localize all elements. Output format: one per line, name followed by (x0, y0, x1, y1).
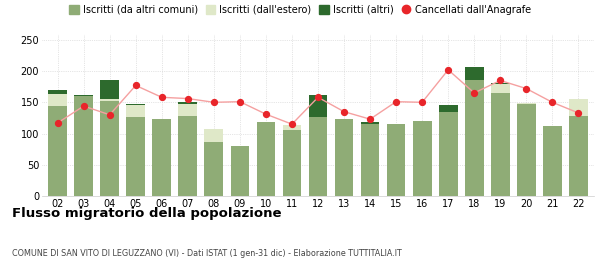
Bar (387, 124, 406, 196)
Point (496, 78, 505, 83)
Bar (465, 80, 484, 196)
Point (287, 122, 297, 126)
Bar (465, 67, 484, 80)
Point (521, 86, 531, 91)
Bar (127, 117, 145, 196)
Point (157, 95, 167, 100)
Point (105, 113, 115, 117)
Point (131, 83, 140, 88)
Bar (74, 95, 93, 96)
Point (469, 91, 479, 95)
Bar (413, 121, 431, 196)
Point (209, 100, 218, 104)
Bar (178, 104, 197, 116)
Bar (439, 112, 458, 196)
Bar (48, 94, 67, 106)
Point (313, 95, 323, 100)
Bar (127, 106, 145, 117)
Bar (361, 122, 379, 123)
Point (339, 109, 349, 114)
Bar (491, 83, 509, 84)
Bar (491, 84, 509, 93)
Bar (257, 122, 275, 196)
Point (365, 117, 375, 122)
Point (53, 121, 62, 125)
Bar (100, 99, 119, 101)
Bar (569, 99, 588, 116)
Bar (569, 116, 588, 196)
Bar (491, 93, 509, 196)
Point (574, 111, 583, 115)
Bar (230, 146, 249, 196)
Bar (517, 103, 536, 104)
Bar (48, 106, 67, 196)
Bar (283, 130, 301, 196)
Point (443, 67, 453, 72)
Bar (308, 95, 328, 117)
Bar (178, 116, 197, 196)
Bar (517, 104, 536, 196)
Bar (100, 101, 119, 196)
Bar (127, 104, 145, 106)
Bar (74, 96, 93, 196)
Bar (205, 142, 223, 196)
Point (183, 96, 193, 101)
Point (391, 99, 401, 104)
Bar (543, 126, 562, 196)
Bar (152, 118, 171, 196)
Bar (48, 90, 67, 94)
Point (79, 104, 88, 108)
Bar (205, 129, 223, 142)
Bar (335, 118, 353, 196)
Point (235, 99, 245, 104)
Bar (439, 106, 458, 112)
Text: COMUNE DI SAN VITO DI LEGUZZANO (VI) - Dati ISTAT (1 gen-31 dic) - Elaborazione : COMUNE DI SAN VITO DI LEGUZZANO (VI) - D… (12, 249, 402, 258)
Bar (178, 102, 197, 104)
Point (261, 112, 271, 116)
Bar (100, 80, 119, 99)
Point (418, 100, 427, 104)
Bar (361, 123, 379, 196)
Point (548, 100, 557, 104)
Text: Flusso migratorio della popolazione: Flusso migratorio della popolazione (12, 207, 281, 220)
Bar (283, 125, 301, 130)
Bar (308, 117, 328, 196)
Legend: Iscritti (da altri comuni), Iscritti (dall'estero), Iscritti (altri), Cancellati: Iscritti (da altri comuni), Iscritti (da… (69, 5, 531, 15)
